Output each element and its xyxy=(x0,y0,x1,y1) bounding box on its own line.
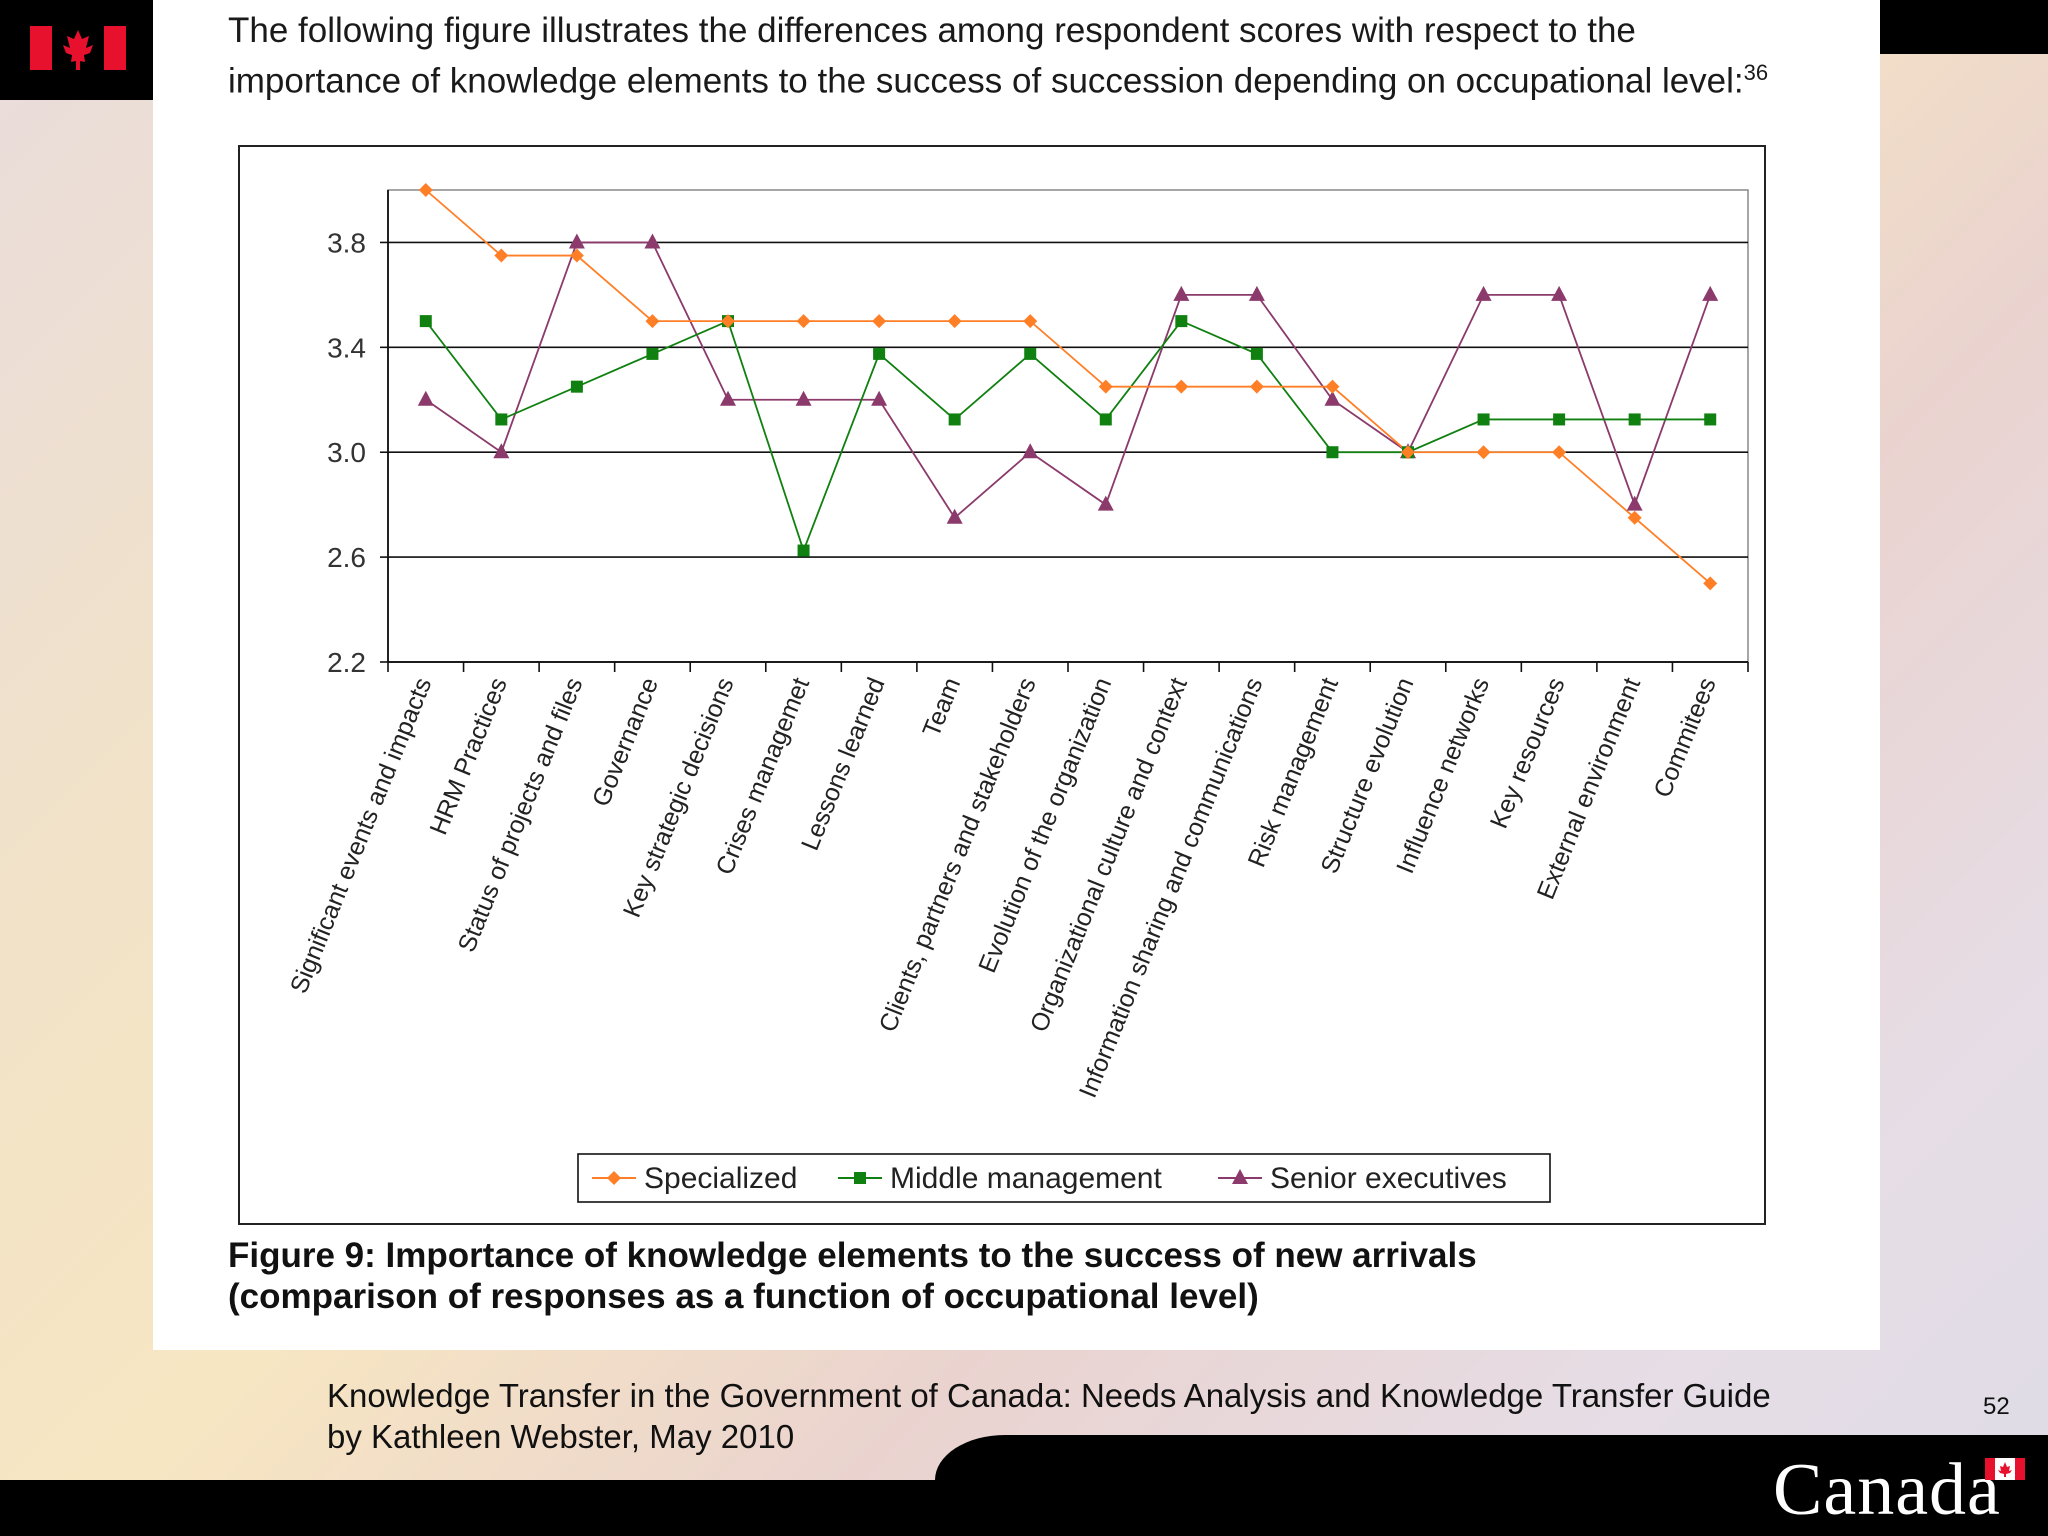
data-point-square xyxy=(646,347,659,360)
x-category-label: Significant events and impacts xyxy=(285,674,437,998)
source-citation: Knowledge Transfer in the Government of … xyxy=(327,1375,1771,1457)
data-point-square xyxy=(1250,347,1263,360)
legend-marker-square xyxy=(854,1172,866,1184)
x-category-label: Organizational culture and context xyxy=(1025,674,1193,1036)
data-point-square xyxy=(1477,413,1490,426)
canada-flag-icon xyxy=(30,26,126,70)
canada-flag-logo xyxy=(0,0,153,100)
legend: Specialized Middle management Senior execu… xyxy=(577,1153,1551,1203)
data-point-square xyxy=(495,413,508,426)
data-point-diamond xyxy=(1098,379,1113,394)
series-line-triangle xyxy=(425,241,1712,520)
citation-line-2: by Kathleen Webster, May 2010 xyxy=(327,1418,795,1455)
data-point-square xyxy=(570,380,583,393)
legend-box xyxy=(577,1153,1551,1203)
data-point-square xyxy=(1628,413,1641,426)
legend-label: Senior executives xyxy=(1270,1162,1507,1195)
chart-frame: 3.8 3.4 3.0 2.6 2.2 Significant events and im… xyxy=(238,145,1766,1225)
data-point-triangle xyxy=(1097,495,1114,511)
data-point-diamond xyxy=(721,314,735,329)
x-category-label: Commitees xyxy=(1648,674,1721,802)
data-point-triangle xyxy=(795,390,812,406)
data-point-square xyxy=(1024,347,1037,360)
x-category-label: Governance xyxy=(587,674,664,811)
y-tick-label: 2.6 xyxy=(327,542,366,573)
top-right-bar xyxy=(1880,0,2048,54)
data-point-triangle xyxy=(493,443,510,459)
data-point-square xyxy=(1704,413,1717,426)
intro-paragraph: The following figure illustrates the dif… xyxy=(228,11,1769,101)
y-tick-label: 2.2 xyxy=(327,647,366,678)
data-point-triangle xyxy=(1324,390,1341,406)
data-point-triangle xyxy=(1702,285,1719,301)
data-point-diamond xyxy=(1703,576,1718,591)
y-tick-label: 3.4 xyxy=(327,332,366,363)
legend-marker-triangle xyxy=(1232,1169,1248,1184)
data-point-diamond xyxy=(494,248,509,263)
data-point-triangle xyxy=(1173,285,1190,301)
x-category-label: Lessons learned xyxy=(796,674,891,855)
x-category-label: Team xyxy=(917,674,966,741)
data-point-diamond xyxy=(1325,379,1340,394)
bottom-bar-curve xyxy=(935,1435,2048,1495)
data-point-square xyxy=(948,413,961,426)
data-point-square xyxy=(1326,446,1339,459)
data-point-triangle xyxy=(1022,443,1039,459)
data-point-triangle xyxy=(1248,285,1265,301)
data-point-square xyxy=(1099,413,1112,426)
data-point-diamond xyxy=(1174,379,1189,394)
data-point-triangle xyxy=(568,233,585,249)
data-point-diamond xyxy=(1249,379,1264,394)
y-tick-label: 3.0 xyxy=(327,437,366,468)
figure-caption: Figure 9: Importance of knowledge elemen… xyxy=(228,1235,1788,1317)
data-point-triangle xyxy=(1551,285,1568,301)
data-point-diamond xyxy=(796,314,811,329)
legend-marker-diamond xyxy=(607,1171,621,1185)
data-point-diamond xyxy=(1401,445,1415,460)
series-line-square xyxy=(425,319,1711,554)
canada-wordmark: Canada xyxy=(1773,1449,2001,1531)
data-point-diamond xyxy=(1627,510,1642,525)
data-point-triangle xyxy=(1475,285,1492,301)
plot-area xyxy=(387,189,1749,663)
data-point-triangle xyxy=(644,233,661,249)
data-point-diamond xyxy=(1552,445,1567,460)
series-line-diamond xyxy=(425,189,1711,585)
data-point-triangle xyxy=(1626,495,1643,511)
data-point-triangle xyxy=(871,390,888,406)
data-point-diamond xyxy=(1476,445,1491,460)
x-category-label: Clients, partners and stakeholders xyxy=(874,674,1042,1036)
data-point-diamond xyxy=(645,314,660,329)
data-point-triangle xyxy=(417,390,434,406)
data-point-diamond xyxy=(947,314,962,329)
data-point-square xyxy=(1175,315,1188,328)
data-point-square xyxy=(1553,413,1566,426)
data-point-triangle xyxy=(946,508,963,524)
y-tick-label: 3.8 xyxy=(327,227,366,258)
legend-label: Middle management xyxy=(890,1162,1162,1195)
x-category-label: Evolution of the organization xyxy=(973,674,1117,977)
data-point-square xyxy=(873,347,886,360)
page-number: 52 xyxy=(1983,1393,2010,1420)
data-point-square xyxy=(419,315,432,328)
footnote-ref[interactable]: 36 xyxy=(1743,60,1769,85)
data-point-triangle xyxy=(720,390,736,406)
x-category-label: HRM Practices xyxy=(424,674,512,839)
citation-line-1: Knowledge Transfer in the Government of … xyxy=(327,1377,1771,1414)
x-category-label: Key resources xyxy=(1485,674,1571,833)
legend-label: Specialized xyxy=(644,1162,797,1195)
data-point-diamond xyxy=(418,183,433,197)
caption-line-1: Figure 9: Importance of knowledge elemen… xyxy=(228,1236,1477,1275)
data-point-diamond xyxy=(569,248,584,263)
data-point-square xyxy=(797,544,810,557)
data-point-diamond xyxy=(872,314,887,329)
caption-line-2: (comparison of responses as a function o… xyxy=(228,1277,1259,1316)
wordmark-flag-icon xyxy=(1985,1458,2025,1480)
